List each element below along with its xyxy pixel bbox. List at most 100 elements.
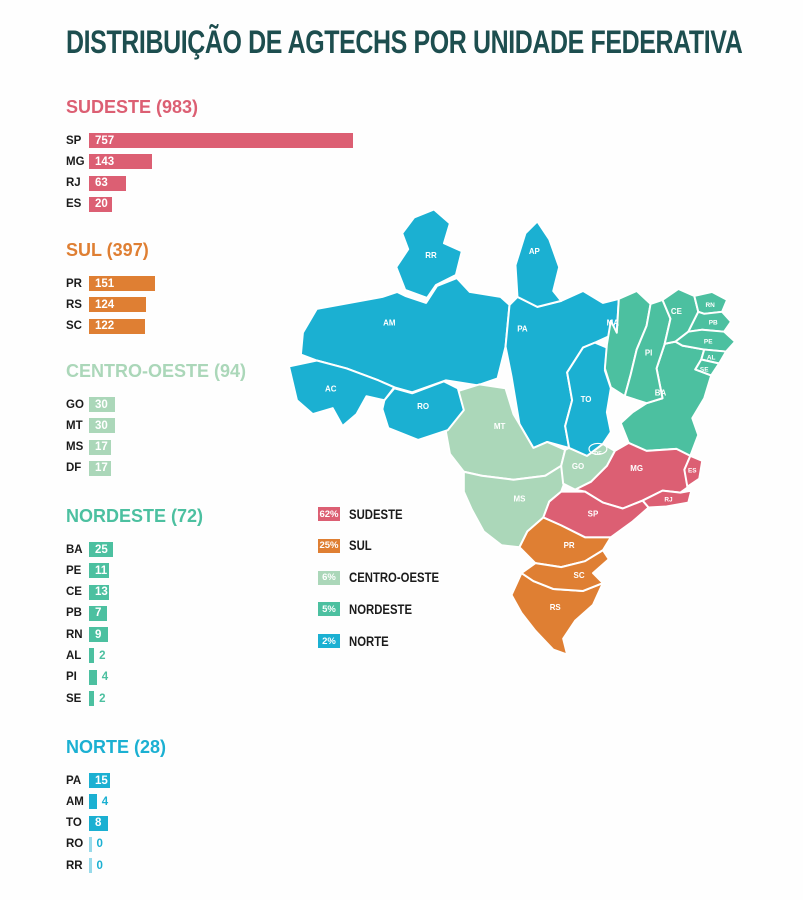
bar: 7 — [89, 605, 107, 621]
state-label-go: GO — [572, 462, 584, 471]
legend-swatch: 62% — [318, 507, 340, 521]
bar: 17 — [89, 439, 111, 455]
bar-row: RR 0 — [66, 858, 166, 874]
state-label-pe: PE — [704, 339, 713, 346]
bar-row: MT 30 — [66, 418, 246, 434]
state-code: MS — [66, 441, 84, 454]
state-code: GO — [66, 398, 84, 411]
bar: 20 — [89, 196, 112, 212]
bar-value: 143 — [95, 155, 115, 168]
state-label-ac: AC — [325, 384, 337, 393]
bar — [89, 858, 92, 874]
bar: 11 — [89, 563, 109, 579]
bar-row: RN 9 — [66, 627, 203, 643]
region-section-centro-oeste: CENTRO-OESTE (94) GO 30 MT 30 MS 17 DF 17 — [66, 361, 246, 482]
bar — [89, 691, 95, 707]
region-section-norte: NORTE (28) PA 15 AM 4 TO 8 RO 0 RR 0 — [66, 737, 166, 879]
bar-row: MG 143 — [66, 154, 353, 170]
bar-row: PA 15 — [66, 773, 166, 788]
state-label-pa: PA — [517, 325, 528, 334]
legend-item: 6% CENTRO-OESTE — [318, 570, 456, 585]
bar: 17 — [89, 460, 111, 476]
bar — [89, 669, 97, 685]
bar-value: 20 — [95, 198, 108, 211]
state-code: ES — [66, 198, 82, 211]
state-code: TO — [66, 817, 82, 830]
state-code: SC — [66, 320, 82, 333]
bar-row: ES 20 — [66, 196, 353, 212]
bar: 30 — [89, 397, 115, 412]
bar: 30 — [89, 418, 115, 434]
state-label-mt: MT — [494, 422, 506, 431]
bar-row: RO 0 — [66, 836, 166, 852]
state-sc — [520, 549, 610, 592]
legend-label: NORDESTE — [349, 601, 413, 617]
bar-value: 122 — [95, 320, 115, 333]
state-label-rj: RJ — [664, 497, 673, 504]
legend-swatch: 5% — [318, 602, 340, 617]
bar: 63 — [89, 175, 126, 191]
region-header: SUL (397) — [66, 240, 149, 260]
bar-value: 124 — [95, 298, 115, 311]
legend-item: 2% NORTE — [318, 634, 456, 649]
state-label-ce: CE — [671, 307, 682, 316]
bar-row: BA 25 — [66, 542, 203, 557]
bar-row: SC 122 — [66, 318, 155, 334]
bar — [89, 836, 92, 852]
state-label-am: AM — [383, 319, 396, 328]
bar — [89, 648, 95, 664]
state-code: RJ — [66, 177, 81, 190]
state-label-al: AL — [707, 355, 716, 362]
state-code: BA — [66, 543, 83, 556]
state-label-rr: RR — [425, 251, 437, 260]
state-code: SP — [66, 134, 82, 147]
bar-value: 17 — [95, 441, 108, 454]
bar-row: DF 17 — [66, 460, 246, 476]
state-ro — [381, 380, 465, 441]
state-label-sc: SC — [574, 571, 585, 580]
state-rj — [641, 489, 693, 509]
legend-label: SUDESTE — [349, 506, 403, 522]
bar: 9 — [89, 627, 108, 643]
bar-row: PR 151 — [66, 276, 155, 291]
state-label-pr: PR — [564, 541, 575, 550]
bar-value: 13 — [95, 586, 108, 599]
bar-row: SP 757 — [66, 133, 353, 148]
state-label-se: SE — [700, 366, 709, 373]
state-code: PR — [66, 277, 82, 290]
bar: 143 — [89, 154, 152, 170]
region-header: NORTE (28) — [66, 737, 167, 757]
state-se — [694, 358, 721, 377]
state-label-ro: RO — [417, 402, 429, 411]
state-label-df: DF — [594, 451, 602, 457]
state-label-ap: AP — [529, 247, 541, 256]
bar: 25 — [89, 542, 113, 557]
region-section-nordeste: NORDESTE (72) BA 25 PE 11 CE 13 PB 7 RN 9 AL 2 PI 4 SE 2 — [66, 506, 203, 712]
state-es — [683, 454, 704, 488]
bar-row: PE 11 — [66, 563, 203, 579]
bar-row: RJ 63 — [66, 175, 353, 191]
state-code: RN — [66, 628, 83, 641]
bar: 122 — [89, 318, 145, 334]
bar: 13 — [89, 584, 109, 600]
region-header: SUDESTE (983) — [66, 97, 199, 117]
state-code: PB — [66, 607, 82, 620]
state-label-es: ES — [688, 468, 697, 475]
state-code: RO — [66, 838, 84, 851]
bar-value: 757 — [95, 134, 115, 147]
state-rr — [395, 208, 463, 299]
bar-value: 30 — [95, 398, 108, 411]
bar-value: 9 — [95, 628, 102, 641]
bar-value: 17 — [95, 462, 108, 475]
state-code: MG — [66, 155, 85, 168]
state-code: PE — [66, 564, 82, 577]
bar-value: 151 — [95, 277, 115, 290]
state-df — [588, 442, 608, 455]
state-code: PI — [66, 671, 77, 684]
state-label-ba: BA — [655, 388, 667, 397]
map-legend: 62% SUDESTE 25% SUL 6% CENTRO-OESTE 5% NORDESTE… — [318, 507, 456, 666]
state-code: RS — [66, 298, 82, 311]
region-section-sul: SUL (397) PR 151 RS 124 SC 122 — [66, 240, 155, 340]
bar-value: 30 — [95, 419, 108, 432]
